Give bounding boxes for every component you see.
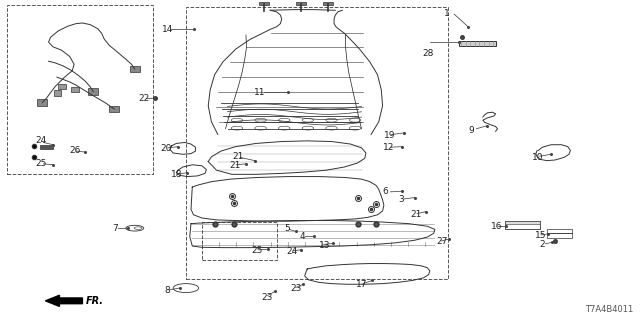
Text: 21: 21 — [411, 210, 422, 219]
Bar — [58, 84, 66, 89]
Text: 5: 5 — [284, 224, 290, 233]
Text: 21: 21 — [232, 152, 243, 161]
Bar — [505, 221, 540, 224]
Text: 28: 28 — [422, 49, 433, 59]
Bar — [186, 7, 448, 279]
Text: 21: 21 — [229, 161, 241, 170]
Bar — [259, 2, 269, 5]
Text: 24: 24 — [36, 136, 47, 145]
Text: 25: 25 — [36, 159, 47, 168]
Text: 12: 12 — [383, 143, 394, 152]
Text: 20: 20 — [161, 144, 172, 153]
Bar — [7, 5, 153, 174]
Text: 10: 10 — [532, 153, 543, 162]
Text: 18: 18 — [171, 171, 182, 180]
Text: 25: 25 — [252, 246, 263, 255]
Text: 11: 11 — [254, 88, 266, 97]
Text: 16: 16 — [491, 222, 502, 231]
Bar — [130, 66, 140, 72]
Text: 9: 9 — [468, 126, 474, 135]
Text: 14: 14 — [162, 25, 173, 34]
Bar — [40, 145, 53, 149]
Text: 3: 3 — [398, 195, 404, 204]
FancyArrow shape — [45, 295, 83, 307]
Bar — [202, 222, 277, 260]
Text: FR.: FR. — [86, 296, 104, 306]
Bar — [547, 228, 572, 233]
Bar — [323, 2, 333, 5]
Bar — [71, 87, 79, 92]
Bar — [37, 100, 47, 106]
Text: 13: 13 — [319, 241, 330, 250]
Bar — [109, 106, 120, 112]
Bar — [88, 88, 99, 95]
Text: 7: 7 — [113, 224, 118, 233]
Text: 15: 15 — [534, 231, 546, 240]
Bar — [547, 233, 572, 238]
Text: 19: 19 — [384, 131, 396, 140]
Text: 26: 26 — [70, 146, 81, 155]
Text: 1: 1 — [444, 9, 450, 18]
Bar — [296, 2, 306, 5]
Text: 24: 24 — [287, 247, 298, 256]
Text: 22: 22 — [139, 94, 150, 103]
Text: 6: 6 — [383, 188, 388, 196]
Text: 8: 8 — [164, 286, 170, 295]
Text: 4: 4 — [300, 232, 305, 241]
Text: 23: 23 — [261, 292, 273, 301]
Bar — [505, 221, 540, 228]
Bar — [460, 41, 496, 46]
Text: 23: 23 — [291, 284, 302, 292]
Bar — [54, 90, 61, 96]
Text: T7A4B4011: T7A4B4011 — [585, 305, 633, 314]
Text: 17: 17 — [356, 280, 368, 289]
Text: 2: 2 — [539, 240, 545, 249]
Text: 27: 27 — [436, 237, 447, 246]
